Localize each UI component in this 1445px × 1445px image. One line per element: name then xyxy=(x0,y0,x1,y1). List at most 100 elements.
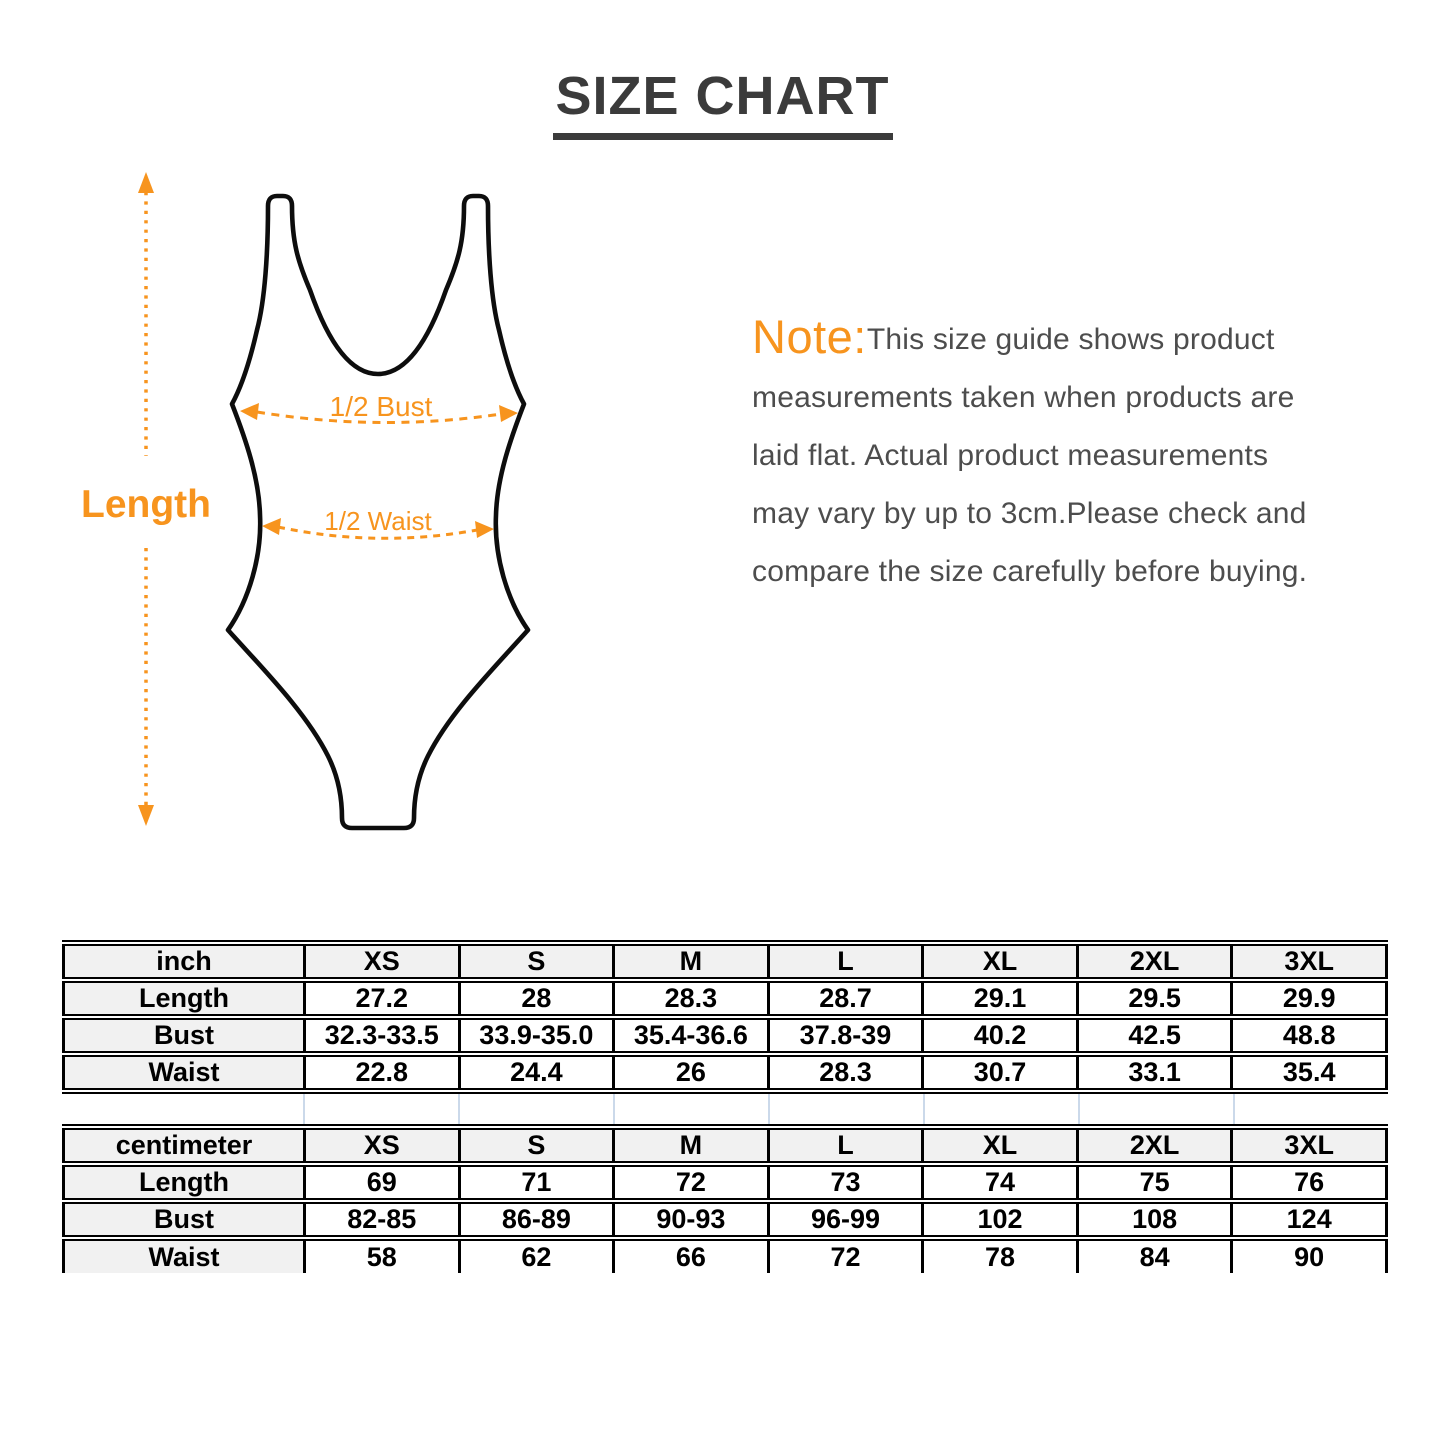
grid-line-cell xyxy=(62,1094,303,1124)
size-column-header: XS xyxy=(303,1124,461,1167)
measurement-value-cell: 26 xyxy=(612,1051,770,1094)
measurement-value-cell: 33.9-35.0 xyxy=(457,1014,616,1057)
waist-label: 1/2 Waist xyxy=(324,506,432,536)
measurement-value-cell: 58 xyxy=(303,1235,461,1273)
size-tables-section: inch XS S M L XL 2XL 3XL Length 27.2 28 28.3 28.7 29.… xyxy=(62,940,1388,1273)
row-label-cell: Bust xyxy=(62,1198,306,1241)
measurement-value-cell: 30.7 xyxy=(921,1051,1079,1094)
measurement-value-cell: 124 xyxy=(1230,1198,1388,1241)
size-column-header: 2XL xyxy=(1075,940,1234,983)
size-column-header: L xyxy=(766,940,925,983)
size-column-header: 2XL xyxy=(1075,1124,1234,1167)
grid-line-cell xyxy=(768,1094,923,1124)
row-label-cell: Length xyxy=(62,977,306,1020)
unit-header-cell: centimeter xyxy=(62,1124,306,1167)
measurement-value-cell: 28 xyxy=(457,977,616,1020)
size-column-header: M xyxy=(612,940,770,983)
title-wrap: SIZE CHART xyxy=(0,68,1445,140)
measurement-value-cell: 78 xyxy=(921,1235,1079,1273)
arrowhead-right-icon xyxy=(499,405,518,422)
note-paragraph: Note:This size guide shows product measu… xyxy=(752,308,1417,601)
size-column-header: 3XL xyxy=(1230,940,1388,983)
measurement-value-cell: 84 xyxy=(1075,1235,1234,1273)
page-title: SIZE CHART xyxy=(552,68,893,140)
measurement-value-cell: 96-99 xyxy=(766,1198,925,1241)
length-label: Length xyxy=(81,483,211,526)
measurement-value-cell: 40.2 xyxy=(921,1014,1079,1057)
grid-line-cell xyxy=(458,1094,613,1124)
measurement-value-cell: 108 xyxy=(1075,1198,1234,1241)
measurement-value-cell: 76 xyxy=(1230,1161,1388,1204)
measurement-value-cell: 86-89 xyxy=(457,1198,616,1241)
measurement-value-cell: 24.4 xyxy=(457,1051,616,1094)
length-arrow xyxy=(138,172,154,826)
arrowhead-up-icon xyxy=(138,172,154,193)
measurement-value-cell: 28.3 xyxy=(612,977,770,1020)
table-header-row: centimeter XS S M L XL 2XL 3XL xyxy=(62,1124,1388,1167)
measurement-value-cell: 35.4 xyxy=(1230,1051,1388,1094)
measurement-value-cell: 32.3-33.5 xyxy=(303,1014,461,1057)
size-column-header: S xyxy=(457,1124,616,1167)
measurement-value-cell: 62 xyxy=(457,1235,616,1273)
row-label-cell: Bust xyxy=(62,1014,306,1057)
measurement-value-cell: 33.1 xyxy=(1075,1051,1234,1094)
measurement-value-cell: 82-85 xyxy=(303,1198,461,1241)
size-column-header: 3XL xyxy=(1230,1124,1388,1167)
arrowhead-left-icon xyxy=(240,403,259,420)
measurement-value-cell: 69 xyxy=(303,1161,461,1204)
measurement-value-cell: 29.9 xyxy=(1230,977,1388,1020)
note-prefix: Note: xyxy=(752,310,867,363)
bust-arrow xyxy=(240,403,518,424)
measurement-value-cell: 102 xyxy=(921,1198,1079,1241)
measurement-value-cell: 29.1 xyxy=(921,977,1079,1020)
measurement-value-cell: 71 xyxy=(457,1161,616,1204)
size-column-header: M xyxy=(612,1124,770,1167)
size-column-header: XL xyxy=(921,940,1079,983)
measurement-value-cell: 28.7 xyxy=(766,977,925,1020)
table-header-row: inch XS S M L XL 2XL 3XL xyxy=(62,940,1388,983)
table-gap-gridlines xyxy=(62,1094,1388,1124)
measurement-value-cell: 48.8 xyxy=(1230,1014,1388,1057)
size-table-inch: inch XS S M L XL 2XL 3XL Length 27.2 28 28.3 28.7 29.… xyxy=(62,940,1388,1094)
note-line: Note:This size guide shows product xyxy=(752,308,1417,369)
measurement-value-cell: 72 xyxy=(766,1235,925,1273)
arrowhead-right-icon xyxy=(475,521,494,538)
grid-line-cell xyxy=(1078,1094,1233,1124)
size-column-header: XS xyxy=(303,940,461,983)
table-row: Bust 82-85 86-89 90-93 96-99 102 108 124 xyxy=(62,1198,1388,1241)
measurement-value-cell: 90 xyxy=(1230,1235,1388,1273)
measurement-value-cell: 90-93 xyxy=(612,1198,770,1241)
arrowhead-left-icon xyxy=(262,518,281,535)
note-line: compare the size carefully before buying… xyxy=(752,555,1308,588)
swimsuit-measurement-diagram: Length 1/2 Bust 1/2 Waist xyxy=(81,172,531,831)
measurement-value-cell: 73 xyxy=(766,1161,925,1204)
row-label-cell: Waist xyxy=(62,1051,306,1094)
note-text: This size guide shows product xyxy=(866,323,1275,356)
measurement-value-cell: 29.5 xyxy=(1075,977,1234,1020)
measurement-value-cell: 42.5 xyxy=(1075,1014,1234,1057)
measurement-value-cell: 35.4-36.6 xyxy=(612,1014,770,1057)
measurement-value-cell: 27.2 xyxy=(303,977,461,1020)
unit-header-cell: inch xyxy=(62,940,306,983)
waist-arrow xyxy=(262,518,494,540)
note-line: laid flat. Actual product measurements xyxy=(752,439,1269,472)
measurement-value-cell: 72 xyxy=(612,1161,770,1204)
measurement-value-cell: 28.3 xyxy=(766,1051,925,1094)
note-line: measurements taken when products are xyxy=(752,381,1295,414)
table-row: Length 69 71 72 73 74 75 76 xyxy=(62,1161,1388,1204)
swimsuit-outline xyxy=(225,193,531,831)
grid-line-cell xyxy=(303,1094,458,1124)
note-line: may vary by up to 3cm.Please check and xyxy=(752,497,1307,530)
size-column-header: S xyxy=(457,940,616,983)
row-label-cell: Length xyxy=(62,1161,306,1204)
measurement-value-cell: 37.8-39 xyxy=(766,1014,925,1057)
grid-line-cell xyxy=(1233,1094,1388,1124)
table-row: Waist 58 62 66 72 78 84 90 xyxy=(62,1235,1388,1273)
row-label-cell: Waist xyxy=(62,1235,306,1273)
measurement-value-cell: 66 xyxy=(612,1235,770,1273)
size-table-centimeter: centimeter XS S M L XL 2XL 3XL Length 69 71 72 73 74 7… xyxy=(62,1124,1388,1273)
measurement-value-cell: 22.8 xyxy=(303,1051,461,1094)
arrowhead-down-icon xyxy=(138,805,154,826)
grid-line-cell xyxy=(923,1094,1078,1124)
